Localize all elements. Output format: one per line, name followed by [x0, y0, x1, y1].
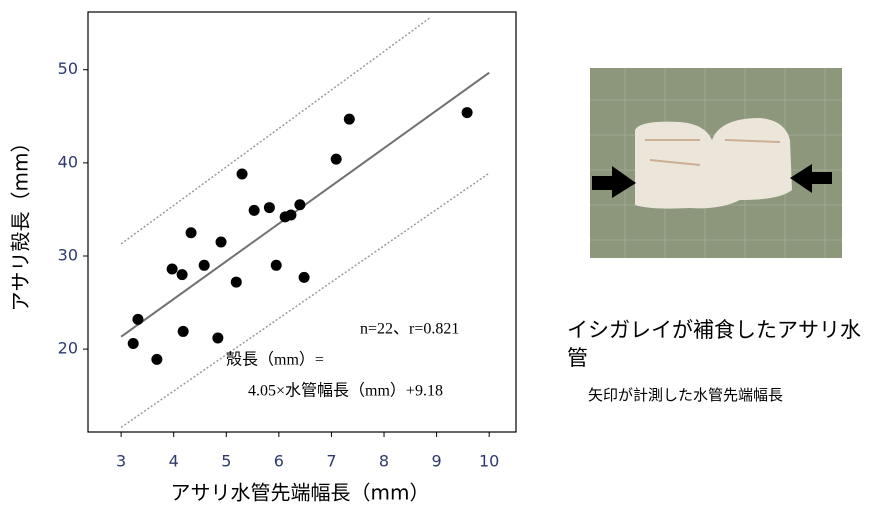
point: [177, 269, 188, 280]
point: [199, 260, 210, 271]
point: [462, 107, 473, 118]
point: [344, 114, 355, 125]
point: [249, 205, 260, 216]
point: [216, 237, 227, 248]
caption-title: イシガレイが補食したアサリ水管: [567, 316, 877, 372]
point: [285, 210, 296, 221]
page: アサリ水管先端幅長（mm） アサリ殻長（mm） 3 4 5 6 7 8 9 10 20 30 40 5…: [0, 0, 889, 508]
annotation: 4.05×水管幅長（mm）+9.18: [248, 382, 443, 400]
x-tick-label: 9: [432, 452, 442, 471]
plot-frame: [88, 12, 516, 432]
point: [132, 314, 143, 325]
photo: [590, 68, 842, 258]
y-tick-label: 50: [58, 59, 78, 78]
point: [167, 264, 178, 275]
point: [237, 169, 248, 180]
y-axis-label: アサリ殻長（mm）: [9, 133, 33, 312]
point: [212, 332, 223, 343]
chart: アサリ水管先端幅長（mm） アサリ殻長（mm） 3 4 5 6 7 8 9 10 20 30 40 5…: [0, 0, 889, 508]
point: [294, 199, 305, 210]
point: [178, 326, 189, 337]
point: [186, 227, 197, 238]
prediction-band: [121, 18, 430, 244]
point: [231, 277, 242, 288]
caption-note: 矢印が計測した水管先端幅長: [588, 384, 783, 405]
point: [331, 154, 342, 165]
x-axis-label: アサリ水管先端幅長（mm）: [171, 481, 430, 505]
point: [271, 260, 282, 271]
x-tick-label: 10: [479, 452, 499, 471]
point: [151, 354, 162, 365]
x-tick-label: 6: [274, 452, 284, 471]
point: [264, 202, 275, 213]
point: [128, 338, 139, 349]
annotation: n=22、r=0.821: [360, 321, 459, 338]
y-tick-label: 40: [58, 152, 78, 171]
annotation: 殻長（mm）=: [226, 351, 324, 369]
x-tick-label: 7: [326, 452, 336, 471]
x-tick-label: 5: [221, 452, 231, 471]
x-tick-label: 8: [379, 452, 389, 471]
x-tick-label: 3: [116, 452, 126, 471]
point: [299, 272, 310, 283]
x-tick-label: 4: [169, 452, 179, 471]
y-tick-label: 20: [58, 339, 78, 358]
y-tick-label: 30: [58, 245, 78, 264]
